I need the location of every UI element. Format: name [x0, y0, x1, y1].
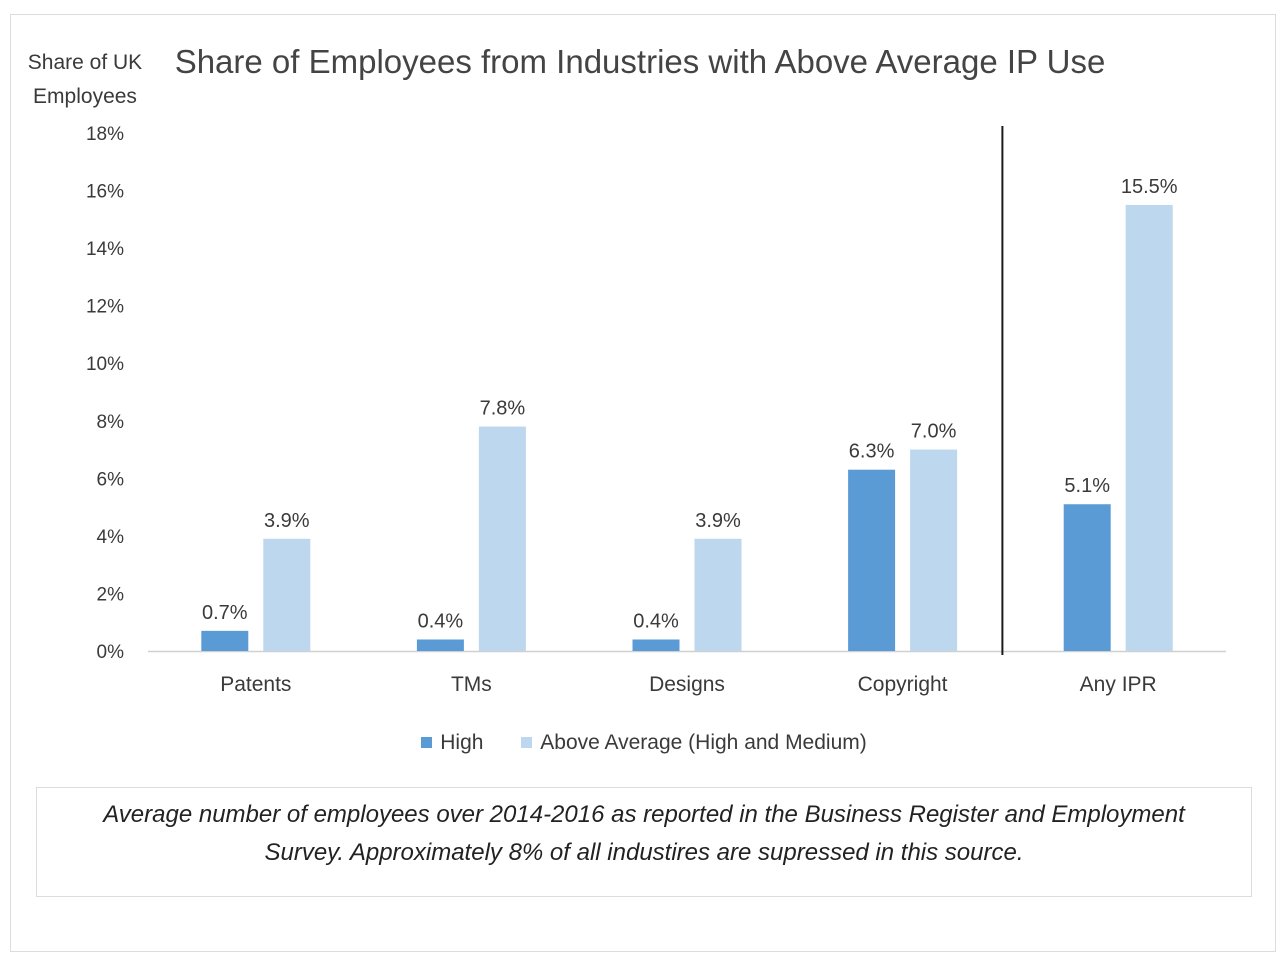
bar-high-tms	[416, 639, 464, 651]
bar-above-patents	[263, 538, 311, 651]
legend-item-above-average: Above Average (High and Medium)	[521, 730, 867, 755]
data-label: 5.1%	[1064, 475, 1110, 497]
bar-high-patents	[201, 630, 249, 651]
chart-title: Share of Employees from Industries with …	[174, 43, 1106, 80]
data-label: 3.9%	[264, 510, 310, 532]
data-label: 0.4%	[633, 610, 679, 632]
y-tick-label: 0%	[97, 642, 125, 663]
source-note: Average number of employees over 2014-20…	[36, 787, 1252, 897]
y-tick-label: 8%	[97, 412, 125, 433]
bar-high-designs	[632, 639, 680, 651]
legend: High Above Average (High and Medium)	[0, 730, 1288, 755]
data-label: 0.7%	[202, 602, 248, 624]
y-tick-label: 12%	[86, 297, 124, 318]
bar-above-designs	[694, 538, 742, 651]
legend-label-above-average: Above Average (High and Medium)	[540, 730, 867, 754]
y-tick-label: 10%	[86, 354, 124, 375]
legend-label-high: High	[440, 730, 484, 754]
bar-above-copyright	[910, 449, 958, 651]
legend-swatch-high	[421, 737, 433, 748]
x-tick-label: Designs	[649, 673, 725, 696]
bar-above-tms	[478, 426, 526, 651]
x-tick-label: Any IPR	[1080, 673, 1157, 696]
y-tick-label: 2%	[97, 584, 125, 605]
bar-above-any-ipr	[1125, 204, 1173, 651]
data-label: 15.5%	[1121, 176, 1178, 198]
legend-item-high: High	[421, 731, 483, 755]
data-label: 7.8%	[480, 398, 526, 420]
y-tick-label: 18%	[86, 124, 124, 145]
y-tick-label: 16%	[86, 182, 124, 203]
x-tick-label: TMs	[451, 673, 492, 696]
data-label: 3.9%	[695, 510, 741, 532]
data-label: 6.3%	[849, 441, 895, 463]
y-tick-label: 6%	[97, 469, 125, 490]
y-tick-label: 14%	[86, 239, 124, 260]
x-tick-label: Patents	[220, 673, 291, 696]
x-tick-label: Copyright	[858, 673, 948, 696]
y-tick-label: 4%	[97, 527, 125, 548]
chart-frame	[10, 14, 1276, 952]
data-label: 7.0%	[911, 421, 957, 443]
y-axis-label: Share of UK Employees	[27, 51, 143, 108]
data-label: 0.4%	[418, 610, 464, 632]
bar-high-copyright	[848, 469, 896, 651]
legend-swatch-above-average	[521, 737, 533, 748]
bar-high-any-ipr	[1063, 504, 1111, 651]
